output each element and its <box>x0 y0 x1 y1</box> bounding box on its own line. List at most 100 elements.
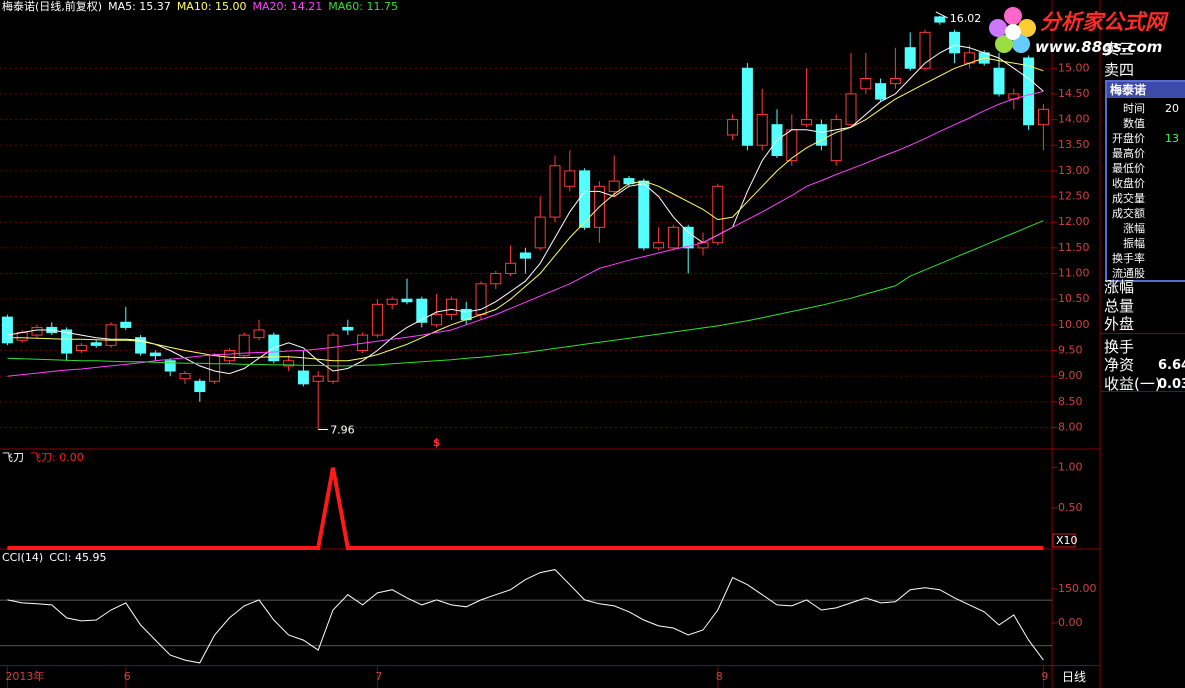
series-line <box>7 220 1044 367</box>
candle-body <box>312 375 324 382</box>
candle-body <box>1 316 13 344</box>
x-tick-label: 7 <box>375 670 382 683</box>
y-tick-label: 14.50 <box>1058 87 1090 100</box>
candle-body <box>519 252 531 259</box>
sidebar-value: 0.035 <box>1158 376 1185 392</box>
legend: 梅泰诺(日线,前复权) MA5: 15.37 MA10: 15.00 MA20: 14… <box>2 0 398 14</box>
x-tick-label: 9 <box>1041 670 1048 683</box>
signal-marker: $ <box>433 436 441 449</box>
logo-name: 分析家公式网 <box>1040 10 1166 34</box>
annotation-arrow <box>935 11 949 19</box>
series-line <box>7 44 1044 375</box>
candle-body <box>253 329 265 339</box>
y-tick-label: 10.00 <box>1058 318 1090 331</box>
sidebar-row: 收益(一)0.035 <box>1104 375 1185 393</box>
legend-entry: MA60: 11.75 <box>328 0 398 13</box>
legend-entry: CCI: 45.95 <box>49 551 107 564</box>
candle-body <box>105 324 117 346</box>
legend: CCI(14) CCI: 45.95 <box>2 551 107 565</box>
y-tick-label: 12.00 <box>1058 215 1090 228</box>
y-tick-label: 15.00 <box>1058 61 1090 74</box>
candle-body <box>371 303 383 336</box>
info-label: 流通股 <box>1112 267 1145 280</box>
candle-body <box>209 355 221 382</box>
logo-url: www.88gs.com <box>1035 38 1163 56</box>
info-row: 涨幅 <box>1107 222 1185 236</box>
candle-body <box>490 273 502 285</box>
info-row: 数值 <box>1107 117 1185 131</box>
candle-body <box>297 370 309 385</box>
info-value: 13 <box>1165 132 1179 145</box>
y-tick-label: 11.00 <box>1058 267 1090 280</box>
y-tick-label: 9.50 <box>1058 343 1083 356</box>
y-tick-label: 9.00 <box>1058 369 1083 382</box>
candle-body <box>638 180 650 249</box>
sidebar-label: 外盘 <box>1104 315 1135 333</box>
sidebar-row: 换手 <box>1104 338 1185 356</box>
info-label: 时间 <box>1123 102 1145 115</box>
series-line <box>7 467 1044 550</box>
candle-body <box>801 119 813 126</box>
info-row: 振幅 <box>1107 237 1185 251</box>
candle-body <box>164 360 176 372</box>
candle-body <box>194 380 206 393</box>
candle-body <box>283 360 295 367</box>
candle-body <box>431 314 443 326</box>
info-box-title: 梅泰诺 <box>1107 82 1185 98</box>
candle-body <box>993 67 1005 95</box>
sidebar-row: 涨幅 <box>1104 278 1185 296</box>
candle-body <box>653 242 665 249</box>
low-annotation: 7.96 <box>330 424 355 437</box>
candle-body <box>386 298 398 305</box>
candle-body <box>860 78 872 90</box>
legend-title: CCI(14) <box>2 551 44 564</box>
candle-body <box>120 321 132 328</box>
legend-entry: MA20: 14.21 <box>252 0 323 13</box>
y-tick-label: 11.50 <box>1058 241 1090 254</box>
series-line <box>7 57 1044 362</box>
candle-body <box>904 47 916 69</box>
info-row: 最低价 <box>1107 162 1185 176</box>
candle-body <box>505 262 517 275</box>
candle-body <box>135 337 147 354</box>
scale-label: X10 <box>1056 534 1078 547</box>
candle-body <box>889 78 901 85</box>
sidebar-divider <box>1101 391 1185 392</box>
info-label: 成交额 <box>1112 207 1145 220</box>
info-label: 成交量 <box>1112 192 1145 205</box>
legend: 飞刀 飞刀: 0.00 <box>2 451 84 465</box>
info-value: 20 <box>1165 102 1179 115</box>
candle-body <box>564 170 576 187</box>
sidebar-row: 外盘 <box>1104 315 1185 333</box>
info-label: 最低价 <box>1112 162 1145 175</box>
x-tick-label: 6 <box>124 670 131 683</box>
info-row: 成交额 <box>1107 207 1185 221</box>
candle-body <box>682 226 694 249</box>
candle-body <box>608 180 620 192</box>
info-row: 开盘价 13 <box>1107 132 1185 146</box>
candle-body <box>756 113 768 146</box>
high-annotation: 16.02 <box>950 12 982 25</box>
info-row: 时间 20 <box>1107 102 1185 116</box>
info-row: 成交量 <box>1107 192 1185 206</box>
candle-body <box>401 298 413 303</box>
candle-body <box>830 119 842 162</box>
candle-body <box>667 226 679 249</box>
candle-body <box>845 93 857 126</box>
candle-body <box>179 373 191 380</box>
legend-entry: 飞刀: 0.00 <box>30 451 84 464</box>
info-label: 涨幅 <box>1123 222 1145 235</box>
sidebar-label: 净资 <box>1104 356 1135 374</box>
series-line <box>7 90 1044 377</box>
candle-body <box>949 31 961 54</box>
sidebar-value: 6.64 <box>1158 358 1185 373</box>
x-tick-label: 8 <box>716 670 723 683</box>
quote-sidebar: 卖三 卖四 梅泰诺 时间 20 数值 开盘价 13 最高价 最低价 收盘价 成交量 成交额 涨幅 振幅换… <box>1101 0 1185 392</box>
legend-entry: MA5: 15.37 <box>108 0 171 13</box>
y-tick-label: 13.00 <box>1058 164 1090 177</box>
sidebar-label: 涨幅 <box>1104 278 1135 296</box>
candle-body <box>223 349 235 362</box>
sidebar-row: 总量 <box>1104 297 1185 315</box>
